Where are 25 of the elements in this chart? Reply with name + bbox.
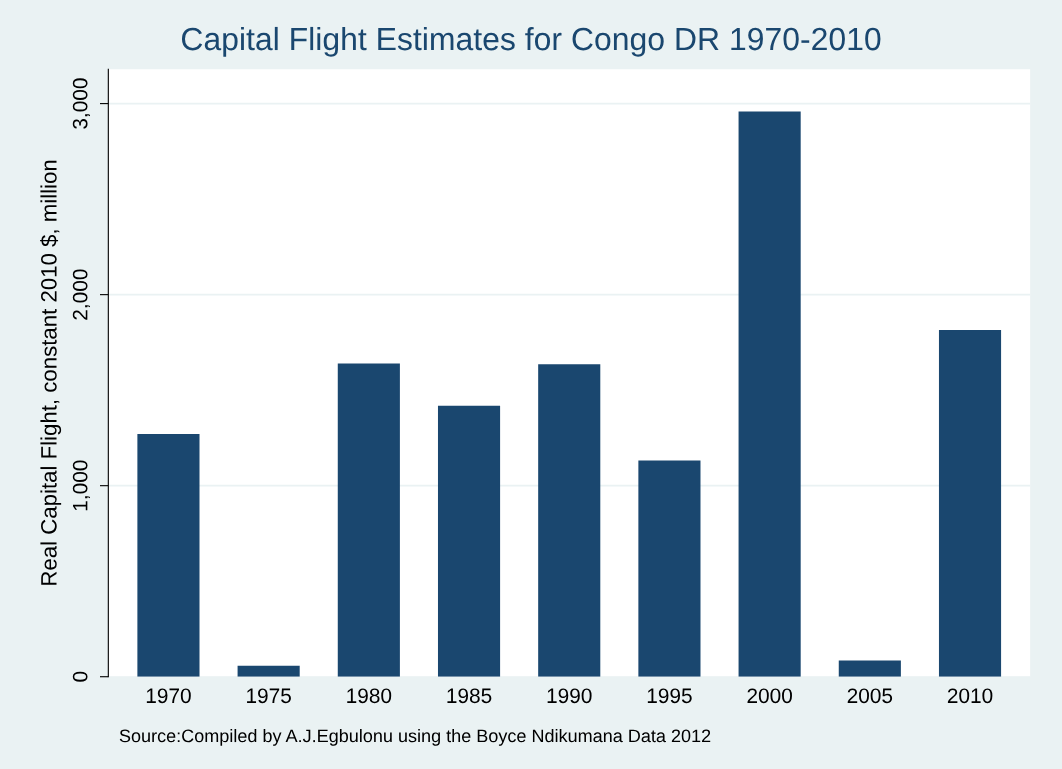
y-axis-title: Real Capital Flight, constant 2010 $, million xyxy=(40,160,62,585)
x-tick-label: 1970 xyxy=(146,688,191,704)
bar xyxy=(938,329,1002,677)
y-tick-label: 0 xyxy=(72,671,88,682)
bar xyxy=(638,460,701,677)
y-tick-label: 3,000 xyxy=(72,78,90,129)
x-tick-label: 1990 xyxy=(547,688,592,704)
x-tick-label: 1980 xyxy=(347,688,392,704)
bar xyxy=(437,405,501,677)
bar xyxy=(738,111,801,677)
bar xyxy=(838,660,901,677)
x-tick-label: 1975 xyxy=(247,688,291,704)
x-tick-label: 1995 xyxy=(647,688,692,704)
bar xyxy=(337,363,400,677)
x-tick-label: 2010 xyxy=(947,688,993,704)
bar xyxy=(237,665,300,677)
x-tick-label: 2005 xyxy=(847,688,893,704)
bar xyxy=(137,434,200,677)
bar xyxy=(538,364,601,677)
source-note: Source:Compiled by A.J.Egbulonu using the Boyce Ndikumana Data 2012 xyxy=(119,729,711,746)
chart-title: Capital Flight Estimates for Congo DR 1970-2010 xyxy=(181,26,881,57)
y-tick-label: 2,000 xyxy=(72,269,90,320)
y-tick-label: 1,000 xyxy=(72,460,90,511)
x-tick-label: 1985 xyxy=(447,688,492,704)
x-tick-label: 2000 xyxy=(747,688,792,704)
